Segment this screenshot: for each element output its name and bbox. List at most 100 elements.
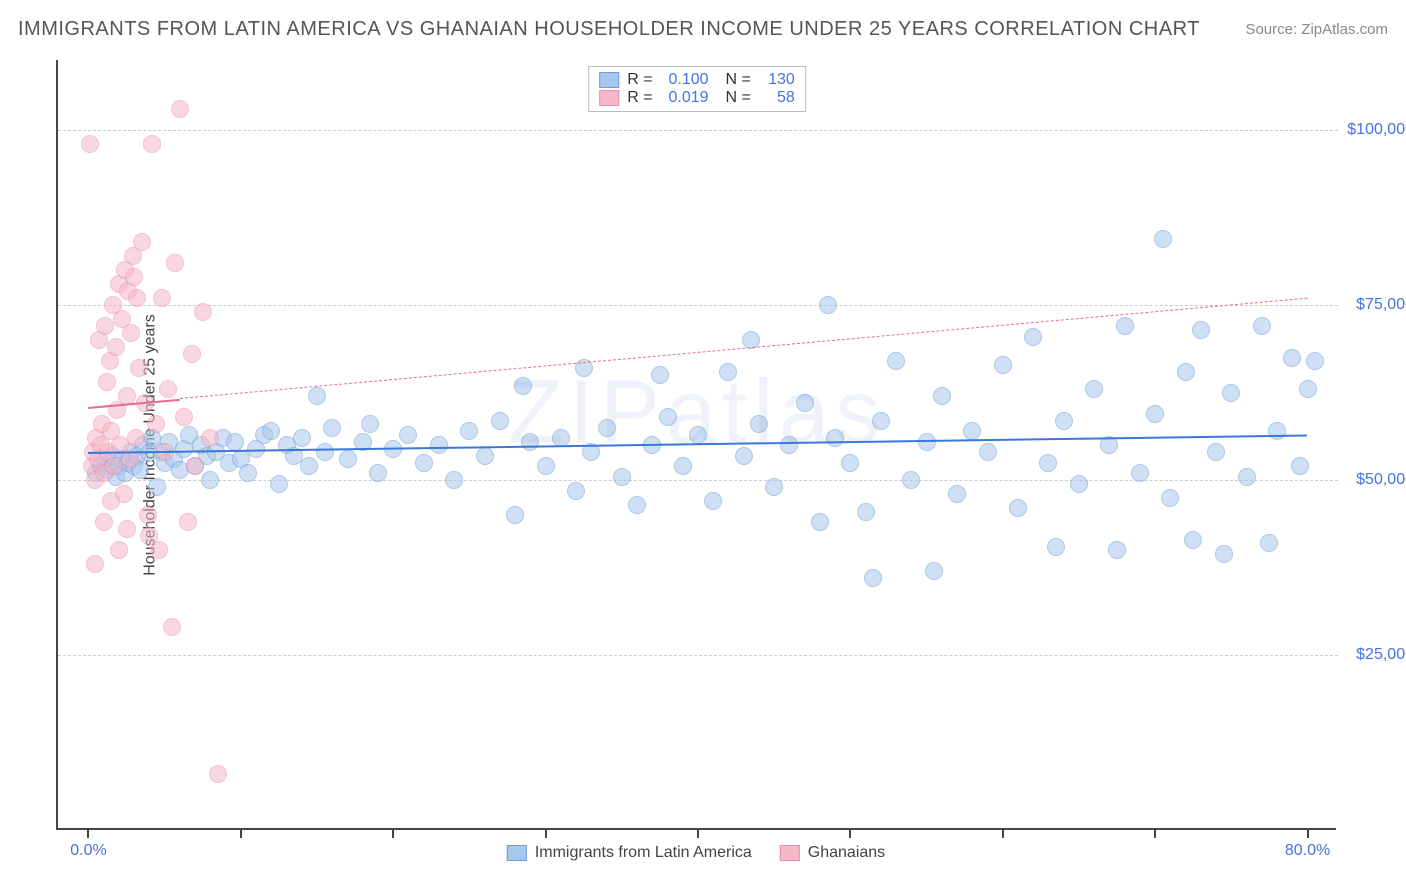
data-point xyxy=(130,359,148,377)
data-point xyxy=(239,464,257,482)
data-point xyxy=(201,429,219,447)
data-point xyxy=(262,422,280,440)
data-point xyxy=(521,433,539,451)
data-point xyxy=(399,426,417,444)
data-point xyxy=(1055,412,1073,430)
trend-line xyxy=(180,298,1308,399)
data-point xyxy=(415,454,433,472)
data-point xyxy=(1161,489,1179,507)
data-point xyxy=(628,496,646,514)
data-point xyxy=(537,457,555,475)
x-tick xyxy=(392,828,394,838)
x-tick-label: 80.0% xyxy=(1285,842,1330,860)
stats-row: R = 0.100 N = 130 xyxy=(599,71,795,89)
data-point xyxy=(598,419,616,437)
data-point xyxy=(651,366,669,384)
data-point xyxy=(166,254,184,272)
data-point xyxy=(102,492,120,510)
chart-title: IMMIGRANTS FROM LATIN AMERICA VS GHANAIA… xyxy=(18,18,1200,41)
data-point xyxy=(139,506,157,524)
data-point xyxy=(226,433,244,451)
data-point xyxy=(125,268,143,286)
data-point xyxy=(147,415,165,433)
data-point xyxy=(719,363,737,381)
stats-n-value: 130 xyxy=(759,71,795,89)
y-tick-label: $50,000 xyxy=(1344,471,1406,489)
data-point xyxy=(659,408,677,426)
data-point xyxy=(819,296,837,314)
data-point xyxy=(1009,499,1027,517)
x-tick xyxy=(240,828,242,838)
stats-n-value: 58 xyxy=(759,89,795,107)
stats-row: R = 0.019 N = 58 xyxy=(599,89,795,107)
data-point xyxy=(128,289,146,307)
data-point xyxy=(1024,328,1042,346)
data-point xyxy=(750,415,768,433)
data-point xyxy=(841,454,859,472)
x-tick-label: 0.0% xyxy=(70,842,106,860)
data-point xyxy=(122,324,140,342)
data-point xyxy=(133,233,151,251)
data-point xyxy=(506,506,524,524)
data-point xyxy=(902,471,920,489)
data-point xyxy=(1253,317,1271,335)
data-point xyxy=(1306,352,1324,370)
data-point xyxy=(445,471,463,489)
series-legend: Immigrants from Latin America Ghanaians xyxy=(507,844,885,862)
data-point xyxy=(96,317,114,335)
data-point xyxy=(209,765,227,783)
legend-label: Ghanaians xyxy=(808,844,885,862)
x-tick xyxy=(1002,828,1004,838)
data-point xyxy=(1215,545,1233,563)
data-point xyxy=(567,482,585,500)
data-point xyxy=(323,419,341,437)
data-point xyxy=(1047,538,1065,556)
x-tick xyxy=(697,828,699,838)
x-tick xyxy=(545,828,547,838)
data-point xyxy=(107,338,125,356)
legend-item: Ghanaians xyxy=(780,844,885,862)
stats-r-value: 0.100 xyxy=(661,71,709,89)
data-point xyxy=(1299,380,1317,398)
data-point xyxy=(361,415,379,433)
data-point xyxy=(1192,321,1210,339)
data-point xyxy=(963,422,981,440)
data-point xyxy=(201,471,219,489)
data-point xyxy=(765,478,783,496)
data-point xyxy=(1108,541,1126,559)
data-point xyxy=(780,436,798,454)
data-point xyxy=(872,412,890,430)
data-point xyxy=(183,345,201,363)
stats-legend: R = 0.100 N = 130R = 0.019 N = 58 xyxy=(588,66,806,112)
data-point xyxy=(1154,230,1172,248)
stats-n-label: N = xyxy=(717,89,751,107)
data-point xyxy=(148,478,166,496)
data-point xyxy=(704,492,722,510)
data-point xyxy=(460,422,478,440)
data-point xyxy=(179,513,197,531)
data-point xyxy=(430,436,448,454)
data-point xyxy=(171,100,189,118)
x-tick xyxy=(849,828,851,838)
data-point xyxy=(1238,468,1256,486)
data-point xyxy=(127,429,145,447)
legend-item: Immigrants from Latin America xyxy=(507,844,752,862)
data-point xyxy=(194,303,212,321)
data-point xyxy=(933,387,951,405)
data-point xyxy=(1260,534,1278,552)
data-point xyxy=(1207,443,1225,461)
data-point xyxy=(118,520,136,538)
x-tick xyxy=(1154,828,1156,838)
plot-region: ZIPatlas R = 0.100 N = 130R = 0.019 N = … xyxy=(56,60,1336,830)
data-point xyxy=(153,289,171,307)
data-point xyxy=(308,387,326,405)
data-point xyxy=(1039,454,1057,472)
data-point xyxy=(1184,531,1202,549)
data-point xyxy=(175,408,193,426)
data-point xyxy=(143,135,161,153)
data-point xyxy=(1116,317,1134,335)
data-point xyxy=(674,457,692,475)
stats-r-value: 0.019 xyxy=(661,89,709,107)
x-tick xyxy=(87,828,89,838)
stats-r-label: R = xyxy=(627,89,652,107)
